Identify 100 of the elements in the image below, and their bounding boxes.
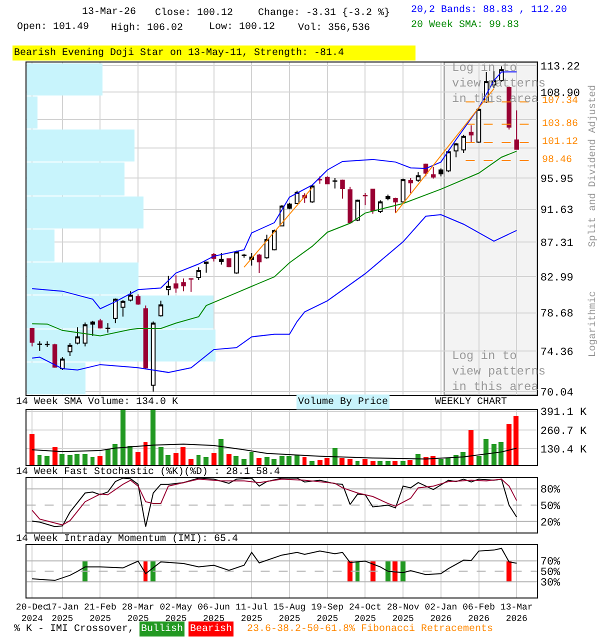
candlestick [30,327,34,347]
candlestick [340,179,345,200]
candlestick [325,176,330,184]
x-tick-label: 11-Jul 2025 [235,602,268,624]
candlestick [105,322,110,334]
text: Vol: 356,536 [298,22,370,34]
candlestick [264,234,270,260]
candlestick [272,229,277,251]
candlestick [461,134,466,154]
text: Bearish [190,623,232,635]
candlestick [362,192,368,206]
candlestick [408,178,413,194]
text: Bullish [141,623,184,635]
candlestick [287,202,292,210]
candlestick [37,340,42,352]
candlestick [468,124,474,144]
text: Bearish Evening Doji Star on 13-May-11, Strength: -81.4 [14,47,344,59]
chart-title: 14 Week Fast Stochastic (%K)(%D) : 28.1 58.4 [16,466,280,478]
text: 23.6-38.2-50-61.8% Fibonacci Retracements [247,623,494,635]
y-tick-label: 113.22 [540,62,580,74]
candlestick [158,300,164,318]
y-tick-label: 20% [540,517,561,530]
candlestick [514,110,519,150]
candlestick [430,166,436,180]
chart-title: 14 Week Intraday Momentum (IMI): 65.4 [16,533,238,545]
y-tick-label: 50% [540,500,561,513]
candlestick [136,294,140,306]
candlestick [188,278,194,292]
candlestick [386,194,390,201]
candlestick [90,320,96,336]
candlestick [82,322,88,347]
text: Close: 100.12 [155,7,234,19]
ref-line-label: 98.46 [542,155,572,166]
y-tick-label: 87.31 [540,238,574,250]
y-tick-label: 80% [540,484,561,497]
y-tick-label: 70.04 [540,388,574,400]
x-tick-label: 02-May 2025 [160,602,193,624]
candlestick [196,266,202,281]
candlestick [143,305,148,370]
x-tick-label: 20-Dec 2024 [16,602,48,624]
candlestick [317,176,322,184]
x-tick-label: 15-Aug 2025 [273,602,306,624]
candlestick [174,274,178,294]
candlestick [393,197,398,214]
ref-line-label: 101.12 [542,137,578,148]
candlestick [68,342,72,356]
ref-line-label: 103.86 [542,119,578,130]
candlestick [113,298,118,324]
candlestick [204,260,209,274]
x-tick-label: 19-Sep 2025 [311,602,344,624]
candlestick [454,142,458,158]
text: Logarithmic [587,291,600,358]
x-tick-label: 13-Mar 2026 [500,602,533,624]
candlestick [348,186,352,224]
candlestick [438,168,444,177]
y-tick-label: 78.68 [540,308,574,321]
candlestick [120,300,126,318]
line-series [32,548,518,581]
text: Low: 100.12 [209,22,276,33]
line-series [32,444,518,460]
text: 20 Week SMA: 99.83 [411,19,520,31]
y-tick-label: 95.95 [540,174,574,186]
candlestick [181,278,186,292]
text: Volume By Price [298,396,388,408]
text: 14 Week SMA Volume: 134.0 K [16,396,178,408]
y-tick-label: 260.7 K [540,426,587,438]
y-tick-label: 74.36 [540,346,574,359]
x-tick-label: 28-Mar 2025 [122,602,154,624]
candlestick [294,190,300,205]
text: High: 106.02 [111,22,184,34]
x-tick-label: 02-Jan 2026 [424,602,458,624]
y-tick-label: 391.1 K [540,407,587,420]
line-series [32,150,518,336]
x-tick-label: 06-Feb 2026 [462,602,495,624]
candlestick [98,318,103,329]
text: Change: -3.31 {-3.2 %} [258,7,390,19]
candlestick [416,172,421,182]
text: 20,2 Bands: 88.83 , 112.20 [411,4,568,16]
candlestick [446,149,451,173]
candlestick [476,108,482,144]
x-tick-label: 17-Jan 2025 [46,602,79,624]
candlestick [219,252,224,266]
candlestick [44,340,50,348]
candlestick [400,178,406,204]
candlestick [128,290,133,302]
y-tick-label: 91.63 [540,205,574,218]
candlestick [242,253,246,258]
candlestick [256,253,262,274]
candlestick [234,250,239,274]
ref-line-label: 107.34 [542,96,578,107]
candlestick [226,258,232,268]
x-tick-label: 06-Jun 2025 [198,602,230,624]
candlestick [370,188,376,214]
x-tick-label: 28-Nov 2025 [386,602,420,624]
text: 13-Mar-26 [82,7,136,18]
y-tick-label: 82.99 [540,272,574,284]
text: Open: 101.49 [17,22,90,33]
text: Split and Dividend Adjusted [587,85,600,248]
candlestick [332,178,338,190]
y-tick-label: 30% [540,578,561,590]
